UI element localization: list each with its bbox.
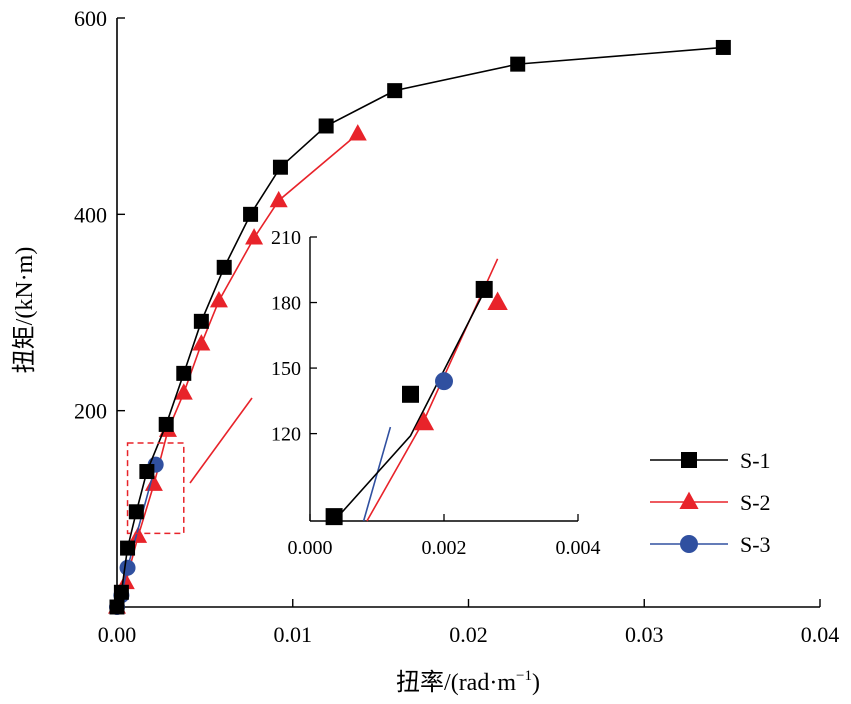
data-point-S-1 bbox=[158, 416, 174, 432]
inset-data-point-S-2 bbox=[413, 411, 435, 431]
inset-data-point-S-1 bbox=[402, 385, 419, 403]
data-point-S-2 bbox=[192, 334, 211, 351]
data-point-S-1 bbox=[510, 56, 526, 72]
x-axis-title-superscript: −1 bbox=[516, 668, 532, 684]
data-point-S-3 bbox=[119, 559, 136, 576]
x-tick-label: 0.03 bbox=[625, 622, 664, 647]
legend-label-S-2: S-2 bbox=[740, 490, 771, 515]
legend-marker-S-3 bbox=[680, 535, 698, 553]
data-point-S-1 bbox=[318, 118, 334, 134]
legend-marker-S-1 bbox=[681, 452, 697, 468]
x-tick-label: 0.04 bbox=[801, 622, 840, 647]
data-point-S-1 bbox=[109, 599, 125, 615]
zoom-region-box bbox=[126, 397, 253, 535]
inset-series-line-S-1 bbox=[333, 291, 485, 522]
legend-marker-S-2 bbox=[679, 491, 699, 510]
data-point-S-1 bbox=[120, 540, 136, 556]
data-point-S-1 bbox=[193, 313, 209, 329]
data-point-S-1 bbox=[128, 504, 144, 520]
data-point-S-1 bbox=[113, 584, 129, 600]
data-point-S-1 bbox=[715, 39, 731, 55]
zoom-rectangle bbox=[126, 442, 185, 535]
data-point-S-1 bbox=[387, 83, 403, 99]
data-point-S-2 bbox=[245, 228, 264, 245]
data-point-S-1 bbox=[272, 159, 288, 175]
data-point-S-1 bbox=[216, 259, 232, 275]
data-point-S-2 bbox=[209, 290, 228, 308]
inset-x-tick-label: 0.002 bbox=[422, 537, 467, 559]
data-point-S-2 bbox=[269, 190, 288, 208]
y-tick-label: 600 bbox=[74, 6, 107, 31]
inset-plot: 0.000 0.002 0.004 120 150 180 210 bbox=[271, 227, 601, 559]
inset-data-point-S-2 bbox=[487, 291, 508, 311]
legend-label-S-3: S-3 bbox=[740, 532, 771, 557]
legend: S-1 S-2 S-3 bbox=[650, 448, 771, 557]
data-point-S-1 bbox=[176, 365, 192, 381]
zoom-connector-line bbox=[189, 397, 253, 484]
y-tick-label: 400 bbox=[74, 202, 107, 227]
x-tick-label: 0.02 bbox=[449, 622, 488, 647]
x-axis-title-end: ) bbox=[532, 670, 540, 696]
inset-y-tick-label: 180 bbox=[271, 293, 301, 315]
x-axis-title: 扭率/(rad·m−1) bbox=[396, 668, 540, 696]
data-point-S-2 bbox=[348, 124, 367, 141]
legend-label-S-1: S-1 bbox=[740, 448, 771, 473]
data-point-S-2 bbox=[174, 383, 193, 400]
inset-series-line-S-2 bbox=[366, 258, 499, 522]
inset-data-point-S-1 bbox=[475, 280, 493, 298]
inset-y-tick-label: 210 bbox=[271, 227, 301, 249]
main-plot: 0.00 0.01 0.02 0.03 0.04 200 400 600 bbox=[74, 6, 839, 647]
x-tick-label: 0.00 bbox=[98, 622, 137, 647]
y-axis-title: 扭矩/(kN·m) bbox=[11, 247, 38, 374]
inset-y-tick-label: 150 bbox=[271, 358, 301, 380]
data-point-S-2 bbox=[129, 526, 148, 543]
x-tick-label: 0.01 bbox=[274, 622, 313, 647]
y-tick-label: 200 bbox=[74, 399, 107, 424]
data-point-S-1 bbox=[139, 464, 155, 480]
x-axis-title-text: 扭率/(rad·m bbox=[396, 669, 516, 696]
inset-y-tick-label: 120 bbox=[271, 424, 301, 446]
inset-data-point-S-1 bbox=[325, 508, 343, 526]
inset-x-tick-label: 0.004 bbox=[556, 537, 601, 559]
inset-data-point-S-3 bbox=[435, 372, 453, 391]
data-point-S-1 bbox=[243, 206, 259, 222]
inset-x-tick-label: 0.000 bbox=[288, 537, 333, 559]
